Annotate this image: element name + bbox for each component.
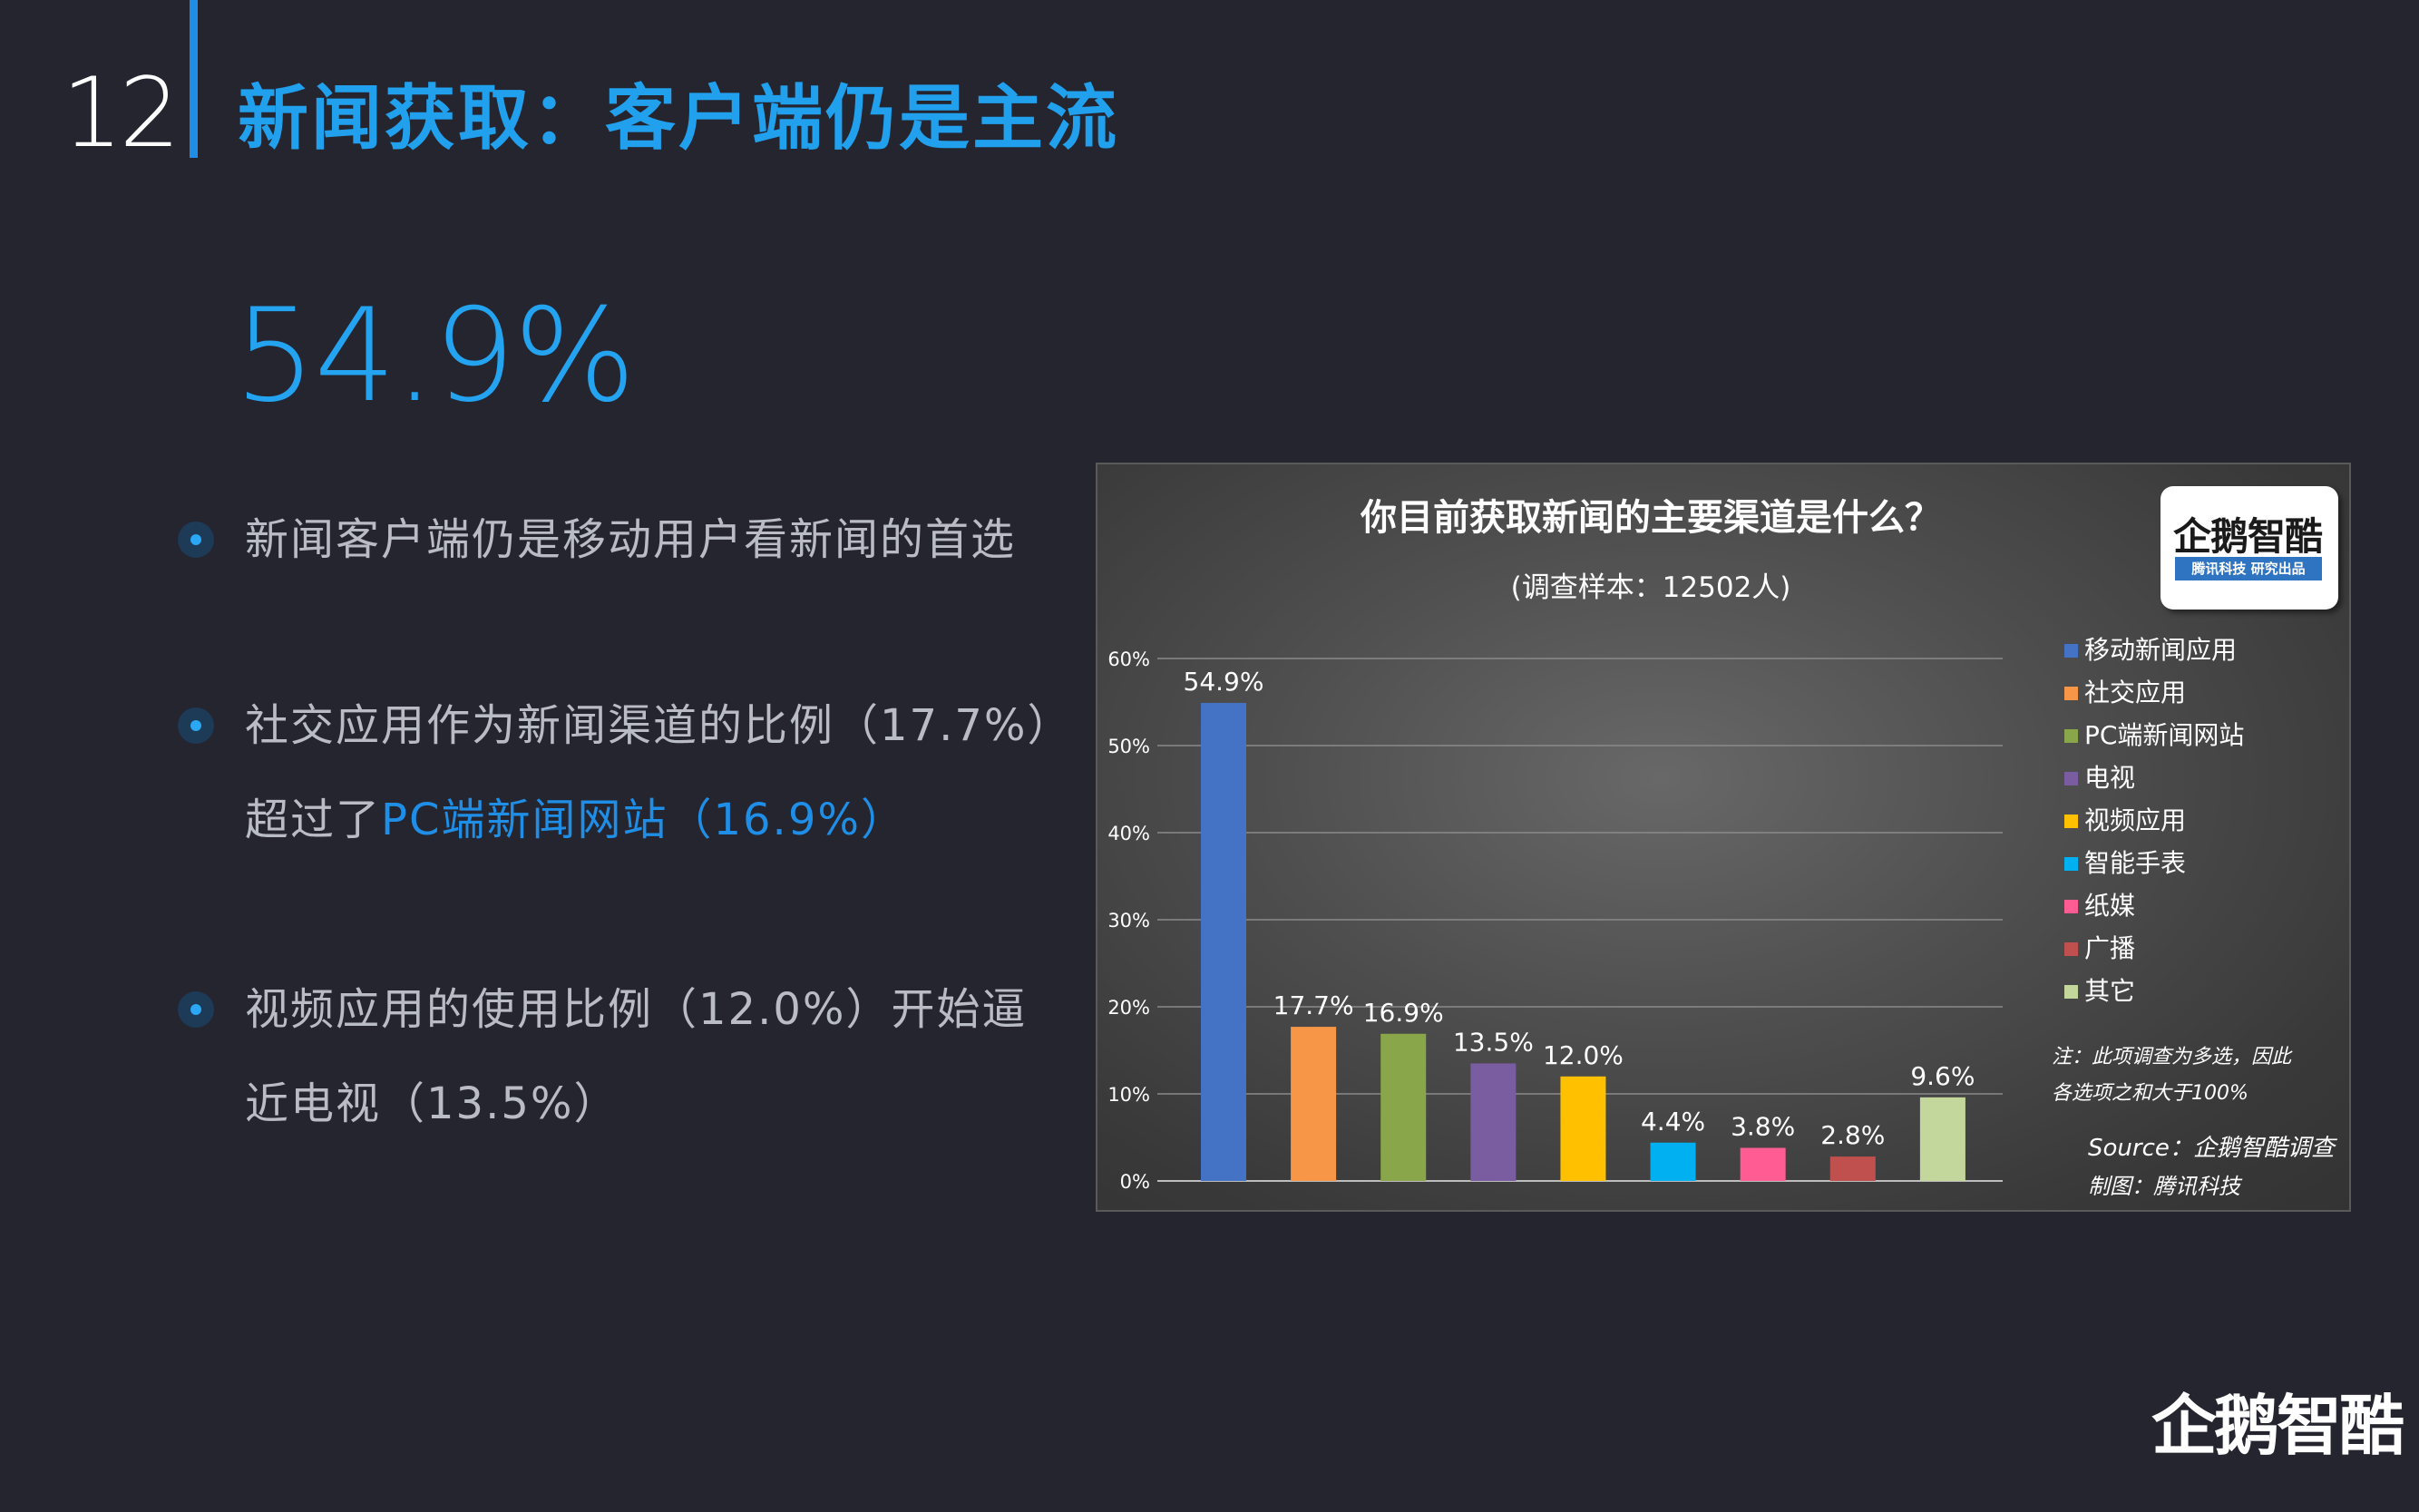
chart-logo-text: 企鹅智酷 (2173, 514, 2323, 559)
y-tick-label: 10% (1107, 1084, 1150, 1106)
bar-3 (1380, 1033, 1427, 1181)
bar-value-label: 54.9% (1184, 667, 1264, 697)
y-tick-label: 20% (1107, 997, 1150, 1019)
bar-9 (1919, 1097, 1965, 1181)
legend-swatch (2064, 729, 2078, 743)
bar-value-label: 2.8% (1820, 1120, 1885, 1150)
legend-swatch (2064, 942, 2078, 956)
legend-item: 移动新闻应用 (2084, 635, 2237, 665)
legend-swatch (2064, 815, 2078, 828)
bar-2 (1291, 1027, 1337, 1181)
y-tick-label: 60% (1107, 649, 1150, 670)
chart-subtitle: (调查样本：12502人) (1511, 571, 1791, 604)
legend-item: PC端新闻网站 (2084, 720, 2244, 750)
legend-swatch (2064, 900, 2078, 913)
bar-5 (1560, 1076, 1606, 1181)
chart-note: 注：此项调查为多选，因此 (2052, 1046, 2293, 1068)
accent-bar (190, 0, 198, 158)
bullet-dot-icon (178, 991, 214, 1028)
bullet-text-3-line-1: 视频应用的使用比例（12.0%）开始逼 (245, 984, 1028, 1035)
bullet-text-1: 新闻客户端仍是移动用户看新闻的首选 (245, 514, 1017, 565)
bar-7 (1740, 1147, 1786, 1181)
legend-item: 纸媒 (2084, 891, 2135, 921)
legend-item: 社交应用 (2084, 678, 2186, 707)
bullet-dot-icon (178, 707, 214, 744)
page-number: 12 (62, 57, 180, 169)
bar-1 (1201, 702, 1246, 1181)
bullet-dot-icon (178, 522, 214, 558)
chart-logo: 企鹅智酷 腾讯科技 研究出品 (2161, 486, 2338, 610)
chart-note: 各选项之和大于100% (2052, 1082, 2248, 1105)
bullet-text-2-highlight: PC端新闻网站（16.9%） (381, 795, 906, 845)
chart-logo-tag: 腾讯科技 研究出品 (2175, 557, 2322, 580)
bar-value-label: 4.4% (1641, 1107, 1705, 1136)
footer-logo: 企鹅智酷 (2151, 1388, 2404, 1464)
legend-swatch (2064, 985, 2078, 999)
y-tick-label: 50% (1107, 736, 1150, 757)
chart-credit: 制图：腾讯科技 (2088, 1174, 2243, 1199)
y-tick-label: 0% (1120, 1171, 1150, 1193)
y-tick-label: 40% (1107, 823, 1150, 844)
bar-4 (1470, 1063, 1517, 1181)
bullet-text-2-line-2: 超过了PC端新闻网站（16.9%） (245, 773, 906, 867)
bar-value-label: 17.7% (1273, 990, 1354, 1020)
legend-item: 视频应用 (2084, 805, 2186, 835)
legend-swatch (2064, 772, 2078, 785)
bullet-text-3-line-2: 近电视（13.5%） (245, 1078, 619, 1129)
bar-6 (1650, 1142, 1696, 1181)
legend-item: 电视 (2084, 763, 2135, 793)
headline-stat: 54.9% (234, 281, 636, 431)
bar-value-label: 13.5% (1453, 1027, 1534, 1057)
bar-chart: 你目前获取新闻的主要渠道是什么？ (调查样本：12502人) 0% 10% 20% 30%… (1107, 497, 2338, 1199)
bar-value-label: 16.9% (1363, 998, 1444, 1028)
chart-source: Source：企鹅智酷调查 (2088, 1135, 2338, 1162)
legend-swatch (2064, 644, 2078, 658)
y-tick-label: 30% (1107, 910, 1150, 932)
legend-item: 智能手表 (2084, 848, 2186, 878)
bar-value-label: 3.8% (1731, 1112, 1795, 1142)
legend-swatch (2064, 857, 2078, 871)
chart-panel: 你目前获取新闻的主要渠道是什么？ (调查样本：12502人) 0% 10% 20% 30%… (1096, 463, 2351, 1212)
bar-value-label: 9.6% (1910, 1061, 1975, 1091)
bullet-text-2-prefix: 超过了 (245, 795, 382, 845)
bullet-text-2-line-1: 社交应用作为新闻渠道的比例（17.7%） (245, 700, 1073, 751)
page-title: 新闻获取：客户端仍是主流 (238, 78, 1120, 160)
chart-title: 你目前获取新闻的主要渠道是什么？ (1360, 497, 1941, 539)
legend-swatch (2064, 687, 2078, 700)
bar-value-label: 12.0% (1543, 1040, 1624, 1070)
legend-item: 其它 (2084, 976, 2135, 1006)
bar-8 (1829, 1156, 1876, 1181)
legend-item: 广播 (2084, 933, 2135, 963)
